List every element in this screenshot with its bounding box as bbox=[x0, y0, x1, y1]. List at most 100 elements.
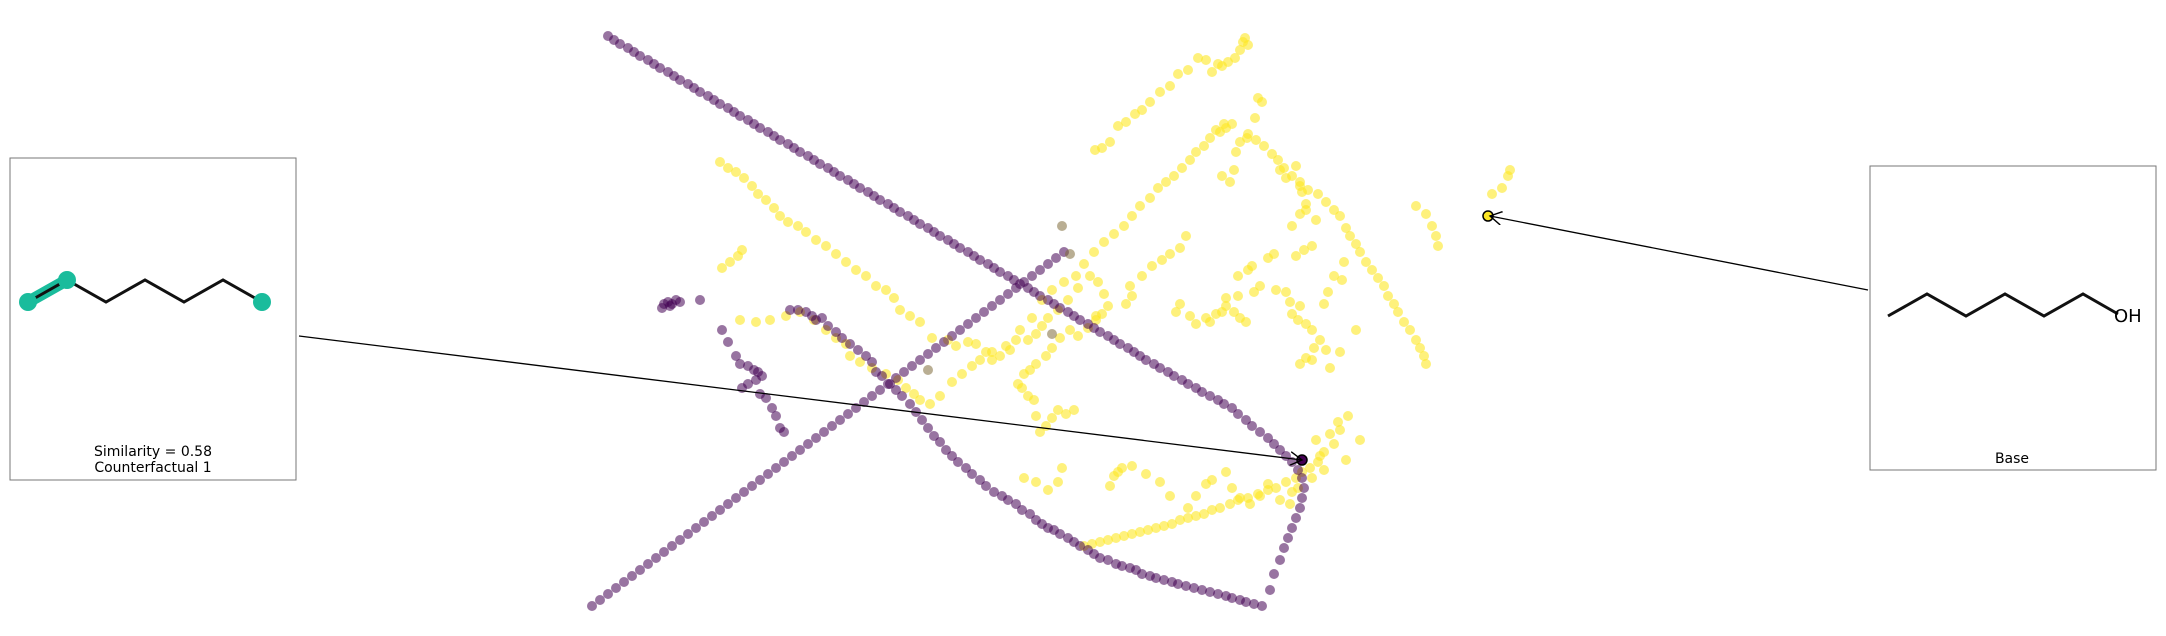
scatter-point-class_0-143 bbox=[1043, 295, 1053, 305]
scatter-point-class_1-30 bbox=[1235, 137, 1245, 147]
scatter-point-class_0-87 bbox=[1205, 587, 1215, 597]
scatter-point-class_1-96 bbox=[1325, 363, 1335, 373]
scatter-point-class_1-270 bbox=[1341, 223, 1351, 233]
scatter-point-class_1-297 bbox=[1253, 489, 1263, 499]
scatter-point-class_0-140 bbox=[1063, 307, 1073, 317]
scatter-point-class_1-277 bbox=[1379, 281, 1389, 291]
scatter-point-class_1-51 bbox=[1243, 265, 1253, 275]
scatter-point-class_0-96 bbox=[1269, 569, 1279, 579]
scatter-point-class_0-249 bbox=[747, 481, 757, 491]
scatter-point-class_0-149 bbox=[1003, 271, 1013, 281]
scatter-point-class_1-306 bbox=[1175, 515, 1185, 525]
scatter-point-class_1-133 bbox=[1105, 481, 1115, 491]
scatter-point-class_1-98 bbox=[1329, 271, 1339, 281]
scatter-point-class_1-182 bbox=[889, 293, 899, 303]
scatter-point-class_0-80 bbox=[1151, 573, 1161, 583]
scatter-point-class_1-251 bbox=[1185, 155, 1195, 165]
counterfactual-panel: Similarity = 0.58 Counterfactual 1 bbox=[9, 157, 297, 481]
scatter-point-class_1-321 bbox=[1427, 221, 1437, 231]
scatter-point-class_1-325 bbox=[1497, 183, 1507, 193]
scatter-point-class_1-100 bbox=[1319, 299, 1329, 309]
scatter-point-class_1-89 bbox=[1315, 335, 1325, 345]
scatter-point-class_1-78 bbox=[1233, 291, 1243, 301]
scatter-point-class_0-43 bbox=[905, 399, 915, 409]
scatter-point-class_0-203 bbox=[643, 55, 653, 65]
scatter-point-class_1-216 bbox=[845, 351, 855, 361]
scatter-point-class_1-57 bbox=[1241, 317, 1251, 327]
scatter-point-class_1-186 bbox=[851, 265, 861, 275]
scatter-point-class_1-261 bbox=[1273, 155, 1283, 165]
scatter-point-class_1-246 bbox=[1145, 193, 1155, 203]
scatter-point-class_0-263 bbox=[635, 565, 645, 575]
scatter-point-class_0-185 bbox=[763, 127, 773, 137]
scatter-point-class_0-243 bbox=[795, 445, 805, 455]
scatter-point-class_0-24 bbox=[779, 427, 789, 437]
scatter-point-class_0-268 bbox=[595, 595, 605, 605]
scatter-point-class_0-228 bbox=[915, 355, 925, 365]
scatter-point-class_1-18 bbox=[1121, 117, 1131, 127]
scatter-point-class_1-238 bbox=[1071, 271, 1081, 281]
scatter-point-class_0-224 bbox=[947, 331, 957, 341]
scatter-point-class_0-261 bbox=[651, 553, 661, 563]
scatter-point-class_0-98 bbox=[1279, 543, 1289, 553]
scatter-point-class_0-86 bbox=[1197, 585, 1207, 595]
scatter-point-class_0-238 bbox=[835, 415, 845, 425]
scatter-point-class_1-303 bbox=[1199, 509, 1209, 519]
scatter-point-class_0-48 bbox=[935, 437, 945, 447]
scatter-point-class_1-192 bbox=[793, 221, 803, 231]
scatter-point-class_1-196 bbox=[761, 195, 771, 205]
scatter-point-class_1-319 bbox=[1411, 201, 1421, 211]
scatter-point-class_1-101 bbox=[1337, 275, 1347, 285]
counterfactual-arrow bbox=[298, 335, 1302, 460]
base-arrow bbox=[1490, 216, 1869, 291]
scatter-point-class_1-256 bbox=[1219, 119, 1229, 129]
scatter-point-class_1-265 bbox=[1303, 185, 1313, 195]
scatter-point-class_1-189 bbox=[821, 241, 831, 251]
scatter-point-class_1-111 bbox=[1307, 473, 1317, 483]
scatter-point-class_0-247 bbox=[763, 469, 773, 479]
scatter-point-class_0-173 bbox=[843, 175, 853, 185]
scatter-point-class_0-121 bbox=[1191, 383, 1201, 393]
scatter-point-class_0-200 bbox=[663, 67, 673, 77]
scatter-point-class_1-286 bbox=[1421, 359, 1431, 369]
scatter-point-class_1-12 bbox=[1173, 69, 1183, 79]
scatter-point-mixed-0 bbox=[1065, 249, 1075, 259]
scatter-point-class_1-157 bbox=[1073, 331, 1083, 341]
scatter-point-class_0-218 bbox=[995, 295, 1005, 305]
scatter-point-class_0-35 bbox=[853, 345, 863, 355]
scatter-point-class_0-260 bbox=[659, 547, 669, 557]
scatter-point-class_1-59 bbox=[1175, 243, 1185, 253]
scatter-point-class_1-187 bbox=[841, 257, 851, 267]
scatter-point-class_0-123 bbox=[1177, 375, 1187, 385]
scatter-point-class_1-181 bbox=[895, 305, 905, 315]
scatter-point-class_0-237 bbox=[843, 409, 853, 419]
scatter-point-class_0-53 bbox=[967, 469, 977, 479]
scatter-point-class_0-223 bbox=[955, 325, 965, 335]
scatter-point-class_1-135 bbox=[1053, 477, 1063, 487]
scatter-point-class_1-147 bbox=[1023, 391, 1033, 401]
scatter-point-class_1-52 bbox=[1233, 271, 1243, 281]
scatter-point-class_1-229 bbox=[975, 355, 985, 365]
scatter-point-class_1-61 bbox=[1157, 255, 1167, 265]
scatter-point-class_0-92 bbox=[1241, 597, 1251, 607]
scatter-point-class_0-164 bbox=[903, 211, 913, 221]
scatter-point-class_0-266 bbox=[611, 583, 621, 593]
scatter-point-class_1-316 bbox=[1095, 537, 1105, 547]
scatter-point-class_0-21 bbox=[767, 403, 777, 413]
scatter-point-class_0-251 bbox=[731, 493, 741, 503]
scatter-point-class_1-195 bbox=[769, 203, 779, 213]
scatter-point-class_1-309 bbox=[1151, 523, 1161, 533]
scatter-point-class_0-194 bbox=[703, 91, 713, 101]
scatter-point-class_1-178 bbox=[927, 333, 937, 343]
scatter-point-class_0-214 bbox=[1027, 271, 1037, 281]
scatter-point-class_1-290 bbox=[1313, 457, 1323, 467]
scatter-point-class_1-121 bbox=[1221, 467, 1231, 477]
scatter-point-class_0-241 bbox=[811, 433, 821, 443]
scatter-point-class_0-111 bbox=[1263, 433, 1273, 443]
scatter-point-class_1-320 bbox=[1421, 209, 1431, 219]
scatter-point-class_1-153 bbox=[1041, 351, 1051, 361]
scatter-point-class_0-231 bbox=[891, 373, 901, 383]
scatter-point-class_1-179 bbox=[915, 317, 925, 327]
scatter-point-class_0-215 bbox=[1019, 277, 1029, 287]
scatter-point-class_1-139 bbox=[1061, 409, 1071, 419]
